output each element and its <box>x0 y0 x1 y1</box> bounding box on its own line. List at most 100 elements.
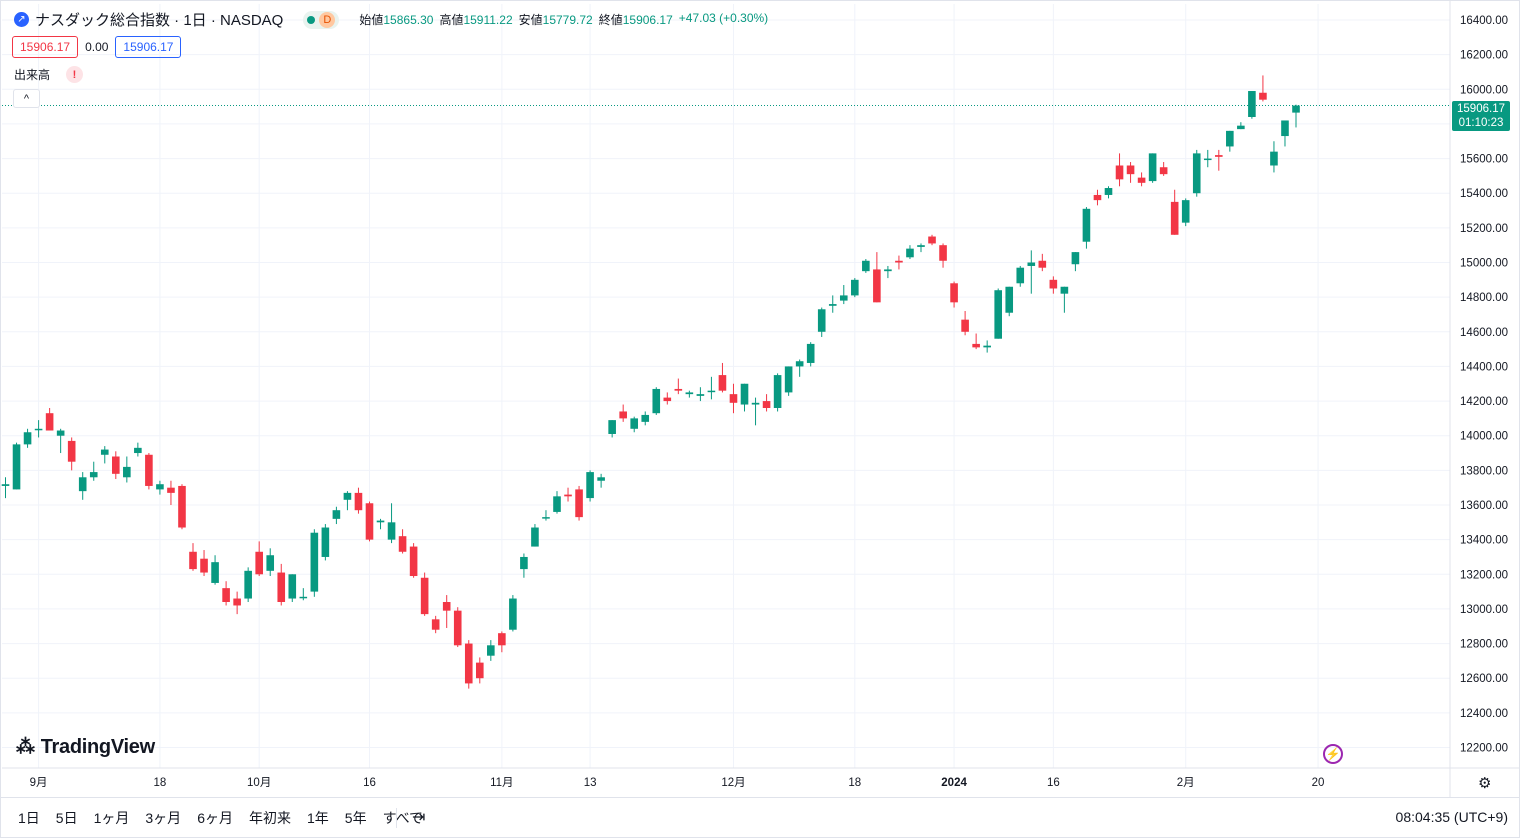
candle[interactable] <box>1226 130 1234 152</box>
candle[interactable] <box>1137 172 1146 187</box>
candle[interactable] <box>1215 149 1223 171</box>
range-6m[interactable]: 6ヶ月 <box>197 810 233 826</box>
candle[interactable] <box>387 503 396 544</box>
candle[interactable] <box>1281 120 1289 147</box>
candle[interactable] <box>575 485 583 521</box>
candle[interactable] <box>1 477 10 499</box>
candle[interactable] <box>56 428 65 454</box>
range-5d[interactable]: 5日 <box>55 810 78 826</box>
candle[interactable] <box>167 480 175 505</box>
candle[interactable] <box>630 416 639 433</box>
candle[interactable] <box>740 383 749 412</box>
candle[interactable] <box>1170 189 1179 235</box>
candle[interactable] <box>45 408 54 431</box>
candle[interactable] <box>553 491 561 514</box>
candle[interactable] <box>1016 265 1025 287</box>
candle[interactable] <box>321 524 330 561</box>
candle[interactable] <box>78 472 87 500</box>
candle[interactable] <box>487 640 495 661</box>
candle[interactable] <box>343 491 352 511</box>
candle[interactable] <box>420 572 429 616</box>
range-5y[interactable]: 5年 <box>344 810 367 826</box>
candle[interactable] <box>244 567 252 602</box>
candle[interactable] <box>498 631 506 653</box>
candle[interactable] <box>200 550 208 577</box>
candle[interactable] <box>884 265 892 279</box>
candle[interactable] <box>1270 141 1278 173</box>
candle[interactable] <box>332 506 341 525</box>
candle[interactable] <box>597 473 605 488</box>
candle[interactable] <box>266 548 275 577</box>
candle[interactable] <box>520 553 528 578</box>
candle[interactable] <box>531 524 539 547</box>
candle[interactable] <box>464 640 473 689</box>
candle[interactable] <box>156 480 164 495</box>
candle[interactable] <box>1082 207 1091 249</box>
candle[interactable] <box>112 451 120 480</box>
candle[interactable] <box>674 378 683 395</box>
candle[interactable] <box>409 543 418 578</box>
price-chart[interactable]: 12200.00 12400.00 12600.00 12800.00 13000.00… <box>0 0 1522 797</box>
candle[interactable] <box>255 541 263 577</box>
symbol-title[interactable]: ナスダック総合指数 · 1日 · NASDAQ <box>35 12 284 29</box>
candle[interactable] <box>398 529 407 554</box>
candle[interactable] <box>652 387 661 415</box>
candle[interactable] <box>828 295 837 313</box>
candle[interactable] <box>453 607 462 648</box>
candle[interactable] <box>1181 198 1190 227</box>
buy-price-button[interactable]: 15906.17 <box>115 36 182 58</box>
lightning-icon[interactable]: ⚡ <box>1323 744 1343 764</box>
candle[interactable] <box>288 574 297 602</box>
candle[interactable] <box>178 484 186 530</box>
candle[interactable] <box>431 615 440 634</box>
candle[interactable] <box>586 470 594 502</box>
candle[interactable] <box>939 243 947 268</box>
candle[interactable] <box>1159 162 1168 176</box>
candle[interactable] <box>100 446 109 464</box>
candle[interactable] <box>619 404 627 422</box>
candle[interactable] <box>685 390 694 398</box>
warning-icon[interactable]: ! <box>66 66 84 83</box>
candle[interactable] <box>707 376 716 400</box>
candle[interactable] <box>851 278 859 298</box>
candle[interactable] <box>1060 286 1069 313</box>
candle[interactable] <box>1049 276 1058 294</box>
candle[interactable] <box>299 588 308 601</box>
candle[interactable] <box>729 383 738 414</box>
symbol-icon[interactable]: ↗ <box>14 12 29 27</box>
candle[interactable] <box>795 359 804 377</box>
candle[interactable] <box>1203 149 1212 168</box>
candle[interactable] <box>277 563 286 606</box>
candle[interactable] <box>12 442 21 490</box>
candle[interactable] <box>134 442 142 457</box>
candle[interactable] <box>696 387 705 402</box>
candle[interactable] <box>972 333 980 350</box>
candle[interactable] <box>564 487 572 502</box>
candle[interactable] <box>123 456 131 483</box>
range-3m[interactable]: 3ヶ月 <box>145 810 182 826</box>
candle[interactable] <box>1148 153 1157 183</box>
candle[interactable] <box>211 555 219 585</box>
candle[interactable] <box>784 366 793 396</box>
candle[interactable] <box>1259 75 1267 102</box>
candle[interactable] <box>1192 149 1201 197</box>
candle[interactable] <box>1093 189 1102 206</box>
candle[interactable] <box>1292 104 1300 128</box>
candle[interactable] <box>542 510 550 521</box>
candle[interactable] <box>906 245 914 260</box>
range-1y[interactable]: 1年 <box>306 810 329 826</box>
candle[interactable] <box>983 340 991 353</box>
candle[interactable] <box>950 281 958 308</box>
market-status-badge[interactable]: D <box>303 10 340 29</box>
candle[interactable] <box>145 453 153 490</box>
candle[interactable] <box>873 252 881 303</box>
candle[interactable] <box>608 420 616 438</box>
candle[interactable] <box>23 428 32 448</box>
candle[interactable] <box>34 420 43 438</box>
candle[interactable] <box>817 307 826 337</box>
candle[interactable] <box>189 543 197 571</box>
candle[interactable] <box>442 595 451 628</box>
collapse-legend-button[interactable]: ^ <box>13 89 40 108</box>
tradingview-logo[interactable]: ⁂ TradingView <box>16 736 155 759</box>
candle[interactable] <box>1038 253 1047 272</box>
